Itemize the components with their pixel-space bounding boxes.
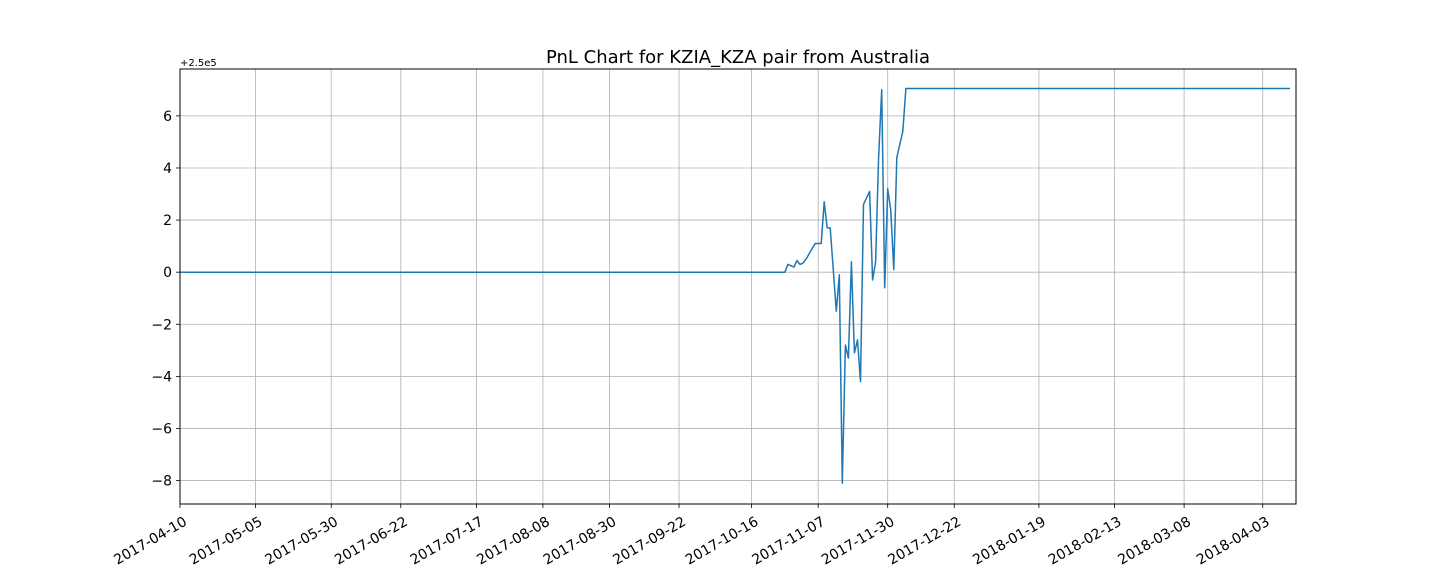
x-tick-label: 2018-01-19 bbox=[970, 514, 1048, 569]
y-tick-label: 2 bbox=[163, 213, 172, 229]
x-tick-label: 2017-08-08 bbox=[474, 514, 552, 569]
x-tick-label: 2017-11-30 bbox=[819, 514, 897, 569]
y-tick-label: 6 bbox=[163, 109, 172, 125]
y-tick-label: 4 bbox=[163, 161, 172, 177]
x-tick-label: 2018-03-08 bbox=[1115, 514, 1193, 569]
x-tick-label: 2017-07-17 bbox=[408, 514, 486, 569]
y-tick-label: 0 bbox=[163, 265, 172, 281]
plot-frame bbox=[179, 68, 1297, 505]
y-tick-label: −6 bbox=[151, 421, 172, 437]
x-tick-label: 2017-11-07 bbox=[749, 514, 827, 569]
y-tick-label: −8 bbox=[151, 474, 172, 490]
y-axis-offset-label: +2.5e5 bbox=[180, 58, 217, 69]
x-tick-label: 2017-08-30 bbox=[541, 514, 619, 569]
y-tick-label: −2 bbox=[151, 317, 172, 333]
x-axis: 2017-04-102017-05-052017-05-302017-06-22… bbox=[111, 504, 1273, 569]
x-tick-label: 2017-04-10 bbox=[111, 514, 189, 569]
x-tick-label: 2017-06-22 bbox=[332, 514, 410, 569]
y-tick-label: −4 bbox=[151, 369, 172, 385]
x-tick-label: 2018-02-13 bbox=[1046, 514, 1124, 569]
x-tick-label: 2017-10-16 bbox=[683, 514, 762, 569]
pnl-line bbox=[180, 87, 1290, 484]
x-tick-label: 2017-05-30 bbox=[263, 514, 341, 569]
x-tick-label: 2018-04-03 bbox=[1194, 514, 1272, 569]
x-tick-label: 2017-09-22 bbox=[610, 514, 688, 569]
x-tick-label: 2017-05-05 bbox=[187, 514, 265, 569]
grid bbox=[179, 69, 1296, 504]
series-layer bbox=[180, 87, 1290, 484]
y-axis: −8 −6 −4 −2 0 2 4 6 bbox=[151, 109, 180, 490]
chart-title: PnL Chart for KZIA_KZA pair from Austral… bbox=[546, 47, 930, 68]
x-tick-label: 2017-12-22 bbox=[886, 514, 964, 569]
